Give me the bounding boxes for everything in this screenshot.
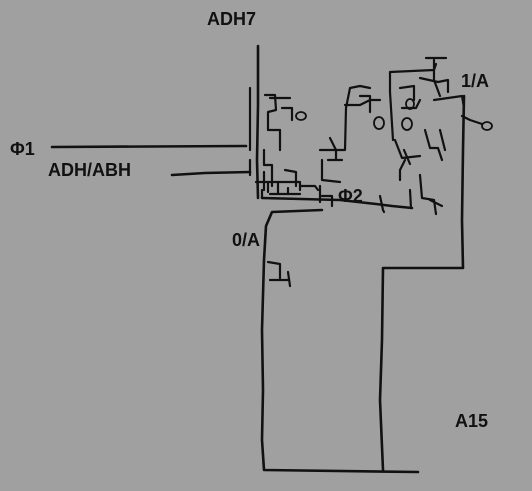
label-0-a: 0/A [232, 230, 261, 250]
left-loop [295, 111, 307, 121]
label-phi2: Φ2 [338, 186, 363, 206]
label-adh7: ADH7 [207, 9, 257, 29]
middle-loop [373, 116, 385, 130]
wire-phi2-bus [260, 196, 414, 210]
wire-0a-rail [260, 208, 420, 474]
middle-logic-cluster [318, 84, 382, 208]
label-adh-abh: ADH/ABH [48, 160, 131, 180]
wire-adh-abh [170, 170, 252, 177]
right-loop-1 [405, 98, 415, 110]
wire-phi1 [50, 144, 248, 149]
wire-1a-rail [378, 94, 466, 472]
right-logic-cluster [388, 56, 484, 166]
left-logic-cluster [254, 93, 320, 200]
wire-phi2-branch [378, 158, 444, 216]
label-a15: A15 [455, 411, 489, 431]
wire-adh7 [255, 44, 260, 200]
wire-0a-stub [266, 260, 292, 288]
right-loop-2 [401, 117, 413, 131]
label-phi1: Φ1 [10, 139, 35, 159]
label-1-a: 1/A [461, 71, 490, 91]
right-loop-3 [481, 121, 493, 131]
